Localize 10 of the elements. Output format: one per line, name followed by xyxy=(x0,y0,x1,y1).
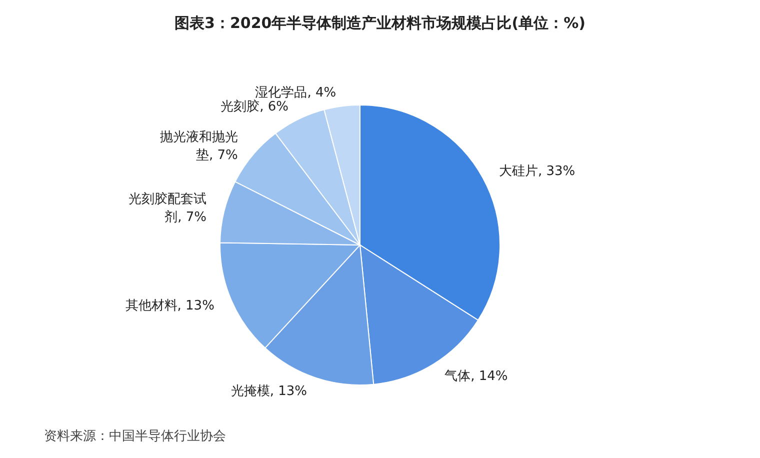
slice-label: 大硅片, 33% xyxy=(499,164,576,179)
text: 资料来源：中国半导体行业协会 xyxy=(44,429,226,444)
slice-label: 气体, 14% xyxy=(444,369,508,384)
slice-label: 其他材料, 13% xyxy=(125,298,214,314)
slice-label: 抛光液和抛光垫, 7% xyxy=(160,130,238,164)
chart-title: 图表3：2020年半导体制造产业材料市场规模占比(单位：%) xyxy=(174,14,586,32)
slice-label: 湿化学品, 4% xyxy=(255,85,336,100)
slice-label: 光刻胶配套试剂, 7% xyxy=(128,192,207,225)
slice-label: 光掩模, 13% xyxy=(230,384,307,399)
slice-label: 光刻胶, 6% xyxy=(220,100,289,115)
